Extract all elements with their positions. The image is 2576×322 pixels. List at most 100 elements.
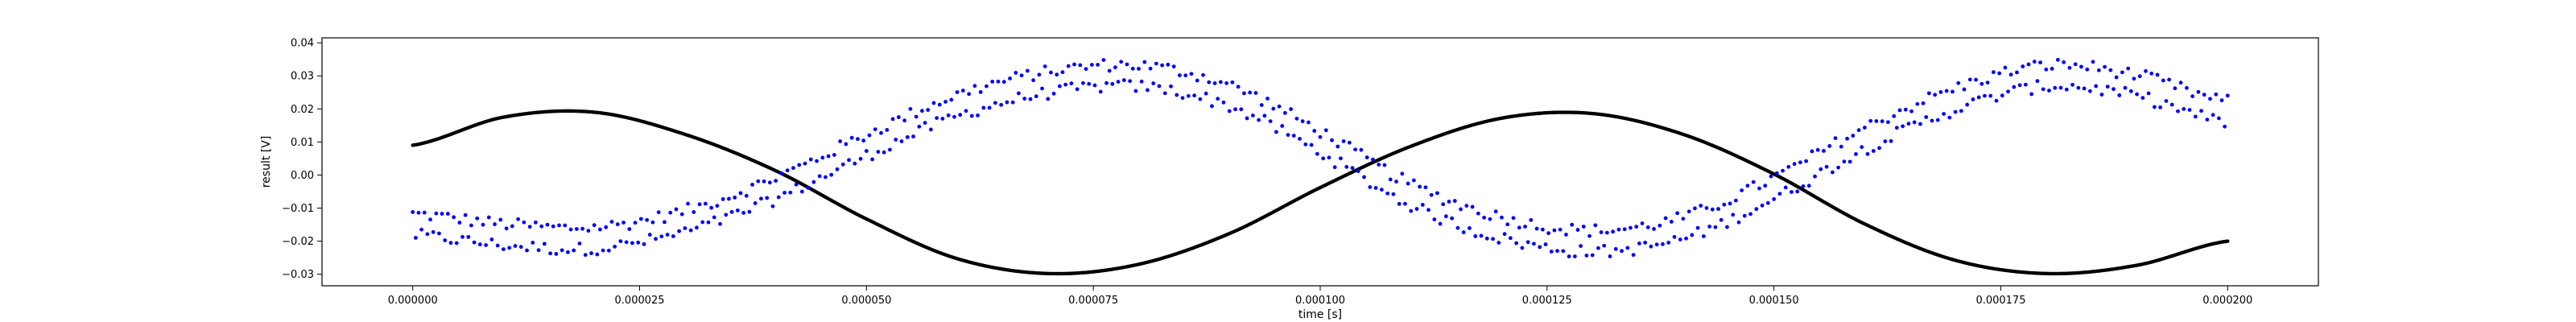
series-point	[890, 117, 895, 122]
y-tick-label: 0.04	[291, 38, 314, 50]
series-point	[1540, 227, 1545, 232]
series-point	[1137, 66, 1141, 71]
series-point	[1854, 152, 1858, 156]
series-point	[1230, 80, 1235, 85]
series-point	[978, 90, 983, 94]
series-point	[1116, 80, 1121, 84]
series-point	[1634, 225, 1639, 229]
series-point	[1162, 91, 1167, 96]
series-point	[2026, 62, 2031, 67]
series-point	[817, 174, 822, 179]
series-point	[1625, 246, 1630, 250]
series-point	[2044, 67, 2049, 72]
series-point	[1719, 217, 1724, 222]
series-point	[902, 118, 907, 123]
series-point	[879, 130, 883, 135]
series-point	[824, 175, 828, 180]
series-point	[776, 195, 781, 200]
series-point	[2023, 82, 2028, 87]
series-point	[1057, 84, 1062, 89]
series-point	[1216, 97, 1220, 101]
series-point	[554, 252, 559, 256]
series-point	[1414, 207, 1419, 211]
series-point	[952, 114, 956, 119]
series-point	[527, 225, 532, 229]
series-point	[1901, 124, 1905, 129]
series-point	[1616, 227, 1621, 232]
series-point	[1552, 228, 1557, 233]
series-point	[1330, 138, 1334, 142]
series-point	[568, 227, 573, 232]
series-point	[976, 113, 980, 118]
series-point	[1523, 225, 1527, 229]
series-point	[1017, 91, 1021, 96]
series-point	[475, 216, 480, 221]
series-point	[881, 150, 886, 155]
series-point	[955, 90, 960, 94]
series-point	[1315, 151, 1319, 156]
series-point	[2070, 82, 2074, 87]
series-point	[2137, 74, 2142, 79]
series-point	[2091, 60, 2095, 64]
series-point	[1183, 73, 1188, 78]
series-point	[2205, 118, 2210, 122]
series-point	[477, 242, 482, 247]
series-point	[870, 157, 875, 162]
series-point	[1514, 241, 1519, 246]
x-tick-label: 0.000025	[615, 295, 665, 307]
series-point	[1201, 72, 1205, 77]
series-point	[1965, 102, 1970, 107]
series-point	[2178, 80, 2183, 85]
series-point	[1180, 96, 1185, 101]
series-point	[630, 241, 634, 246]
series-point	[1218, 80, 1223, 85]
series-point	[1713, 225, 1718, 229]
series-point	[2099, 93, 2104, 97]
series-point	[1765, 200, 1770, 205]
series-point	[1210, 104, 1214, 109]
series-point	[987, 105, 992, 110]
series-point	[762, 179, 766, 184]
series-point	[1985, 80, 1990, 85]
series-point	[1081, 80, 1085, 85]
series-point	[2214, 92, 2219, 97]
series-point	[1856, 128, 1861, 133]
series-point	[967, 92, 972, 97]
series-point	[1666, 240, 1671, 245]
series-point	[1224, 80, 1229, 85]
series-point	[1974, 77, 1978, 82]
y-tick-label: −0.02	[282, 236, 314, 248]
series-point	[2167, 77, 2171, 82]
series-point	[1377, 163, 1381, 167]
series-point	[1815, 147, 1820, 152]
series-point	[2087, 89, 2092, 93]
series-point	[1695, 225, 1700, 230]
series-point	[1570, 222, 1575, 227]
series-point	[1604, 230, 1609, 235]
series-point	[1473, 234, 1478, 238]
series-point	[785, 168, 790, 173]
series-point	[770, 204, 775, 208]
series-point	[1836, 165, 1841, 170]
series-point	[1221, 100, 1226, 105]
series-point	[1661, 242, 1665, 246]
series-point	[1710, 207, 1715, 212]
series-point	[1318, 134, 1323, 139]
series-point	[2094, 84, 2099, 89]
series-point	[1757, 186, 1761, 191]
series-point	[1611, 229, 1616, 234]
series-point	[671, 234, 675, 238]
series-point	[609, 220, 614, 224]
series-point	[703, 201, 708, 206]
series-point	[502, 247, 506, 251]
series-point	[943, 100, 947, 104]
series-point	[1505, 222, 1510, 227]
series-point	[2003, 65, 2008, 70]
series-point	[937, 102, 942, 107]
series-point	[829, 172, 834, 177]
series-point	[507, 246, 512, 250]
series-point	[1429, 192, 1434, 197]
series-point	[1579, 244, 1583, 248]
series-point	[1781, 168, 1785, 173]
